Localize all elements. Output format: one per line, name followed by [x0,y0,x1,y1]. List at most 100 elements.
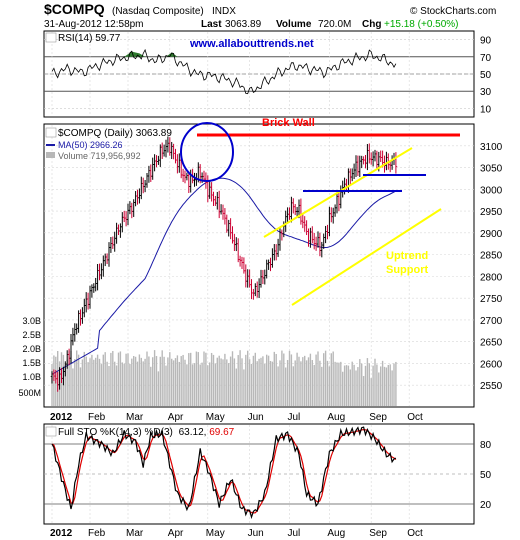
volume-bar [226,359,228,406]
volume-bar [121,362,123,406]
volume-bar [385,367,388,406]
volume-bar [81,359,84,406]
volume-bar [376,364,378,406]
volume-bar [309,353,312,406]
volume-bar [283,353,285,406]
volume-bar [207,365,209,406]
volume-bar [266,354,268,406]
exchange-label: INDX [212,6,236,17]
volume-bar [159,356,161,406]
ohlc-bars [50,136,398,392]
volume-bar [342,371,344,406]
volume-bar [353,364,355,406]
volume-bar [115,365,118,406]
volume-bar [372,365,374,406]
volume-bar [163,356,165,406]
volume-bar [304,355,306,406]
volume-bar [95,357,97,406]
volume-bar [161,350,163,406]
watermark-url: www.allabouttrends.net [189,38,314,50]
volume-bar [290,354,293,406]
x-tick-label: Feb [88,528,106,539]
volume-bar [345,365,348,406]
volume-tick-label: 2.5B [22,330,41,340]
volume-header-value: 720.0M [318,19,351,30]
volume-bar [296,352,298,406]
volume-bar [72,368,74,406]
volume-bar [127,353,129,406]
volume-bar [285,367,287,406]
price-label: $COMPQ (Daily) 3063.89 [58,128,172,139]
volume-bar [201,362,203,406]
sto-d-value: 69.67 [209,427,234,438]
sto-tick-label: 20 [480,500,492,511]
volume-bar [324,350,327,406]
volume-bar [131,358,133,406]
rsi-label: RSI(14) 59.77 [58,33,121,44]
volume-bar [77,354,80,406]
volume-bar [212,354,215,406]
x-tick-label: Jul [288,412,301,423]
volume-bar [180,356,182,406]
x-tick-label: Mar [126,528,144,539]
volume-bar [117,352,120,406]
volume-bar [222,359,224,406]
volume-bar [129,363,131,406]
volume-bar [167,357,169,406]
volume-bar [203,351,205,406]
x-tick-label: Jun [248,412,264,423]
x-tick-label: Mar [126,412,144,423]
volume-bar [391,370,393,406]
volume-bar [254,352,256,406]
volume-bar [351,361,353,406]
volume-bar [191,364,194,406]
price-tick-label: 2900 [480,229,503,240]
volume-bar [171,358,173,406]
volume-bar [85,356,87,406]
volume-bar [174,358,177,406]
volume-bar [190,352,192,406]
volume-bar [271,361,274,406]
volume-bar [288,350,291,406]
volume-bar [199,364,201,406]
volume-bar [256,361,258,406]
volume-bar [98,358,101,406]
volume-tick-label: 1.5B [22,358,41,368]
price-tick-label: 2550 [480,381,503,392]
volume-bar [182,354,184,406]
volume-bar [389,364,391,406]
volume-bar [264,363,266,406]
volume-bar [387,364,389,406]
volume-bar [119,351,122,406]
rsi-axis-ticks: 90 70 50 30 10 [480,36,492,116]
volume-bar [155,356,158,406]
volume-bar [152,357,154,406]
volume-bar [228,363,230,406]
x-tick-label: Sep [369,412,387,423]
volume-bar [347,365,350,406]
index-name: (Nasdaq Composite) [112,6,204,17]
x-tick-label: Oct [407,528,423,539]
volume-bar [292,366,294,406]
volume-bar [302,357,304,406]
uptrend-label: Uptrend [386,250,428,262]
volume-legend-swatch [46,152,55,158]
ma-label: MA(50) 2966.26 [58,140,123,150]
volume-bar [319,360,321,406]
volume-bar [340,361,342,406]
volume-bar [140,357,142,406]
volume-axis-ticks: 3.0B 2.5B 2.0B 1.5B 1.0B 500M [18,316,41,398]
volume-bar [395,361,397,406]
chg-value: +15.18 (+0.50%) [384,19,459,30]
volume-bar [307,357,310,406]
volume-bar [220,358,222,406]
volume-bar [370,378,372,406]
x-tick-label: Aug [327,412,345,423]
symbol-label: $COMPQ [44,1,105,17]
volume-bar [93,359,95,406]
volume-bar [224,353,226,406]
x-tick-label: Oct [407,412,423,423]
volume-bar [267,355,270,406]
last-value: 3063.89 [225,19,262,30]
